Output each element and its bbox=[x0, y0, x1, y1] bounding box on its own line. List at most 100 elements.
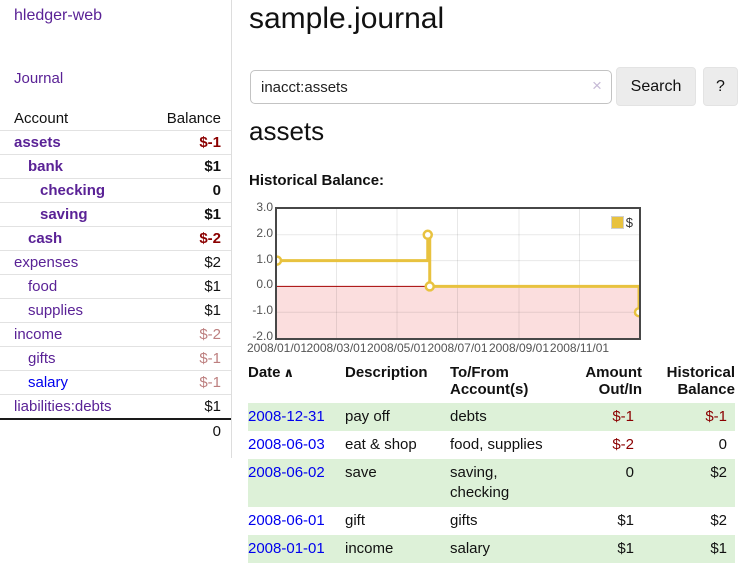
clear-search-icon[interactable]: × bbox=[592, 76, 602, 95]
transaction-amount: $1 bbox=[617, 512, 634, 529]
account-row: checking 0 bbox=[0, 178, 231, 202]
transaction-row: 2008-06-02 save saving, checking 0 $2 bbox=[248, 459, 735, 507]
transaction-accounts: saving, checking bbox=[450, 464, 510, 501]
transaction-date-link[interactable]: 2008-06-01 bbox=[248, 512, 325, 529]
page-title: sample.journal bbox=[249, 2, 445, 35]
account-link[interactable]: income bbox=[14, 326, 63, 343]
account-balance: $1 bbox=[204, 398, 221, 415]
transaction-description: eat & shop bbox=[345, 436, 417, 453]
account-link[interactable]: checking bbox=[40, 182, 106, 199]
y-tick-label: -1.0 bbox=[252, 303, 273, 318]
account-balance: 0 bbox=[212, 182, 221, 199]
y-tick-label: 3.0 bbox=[256, 200, 273, 214]
help-button[interactable]: ? bbox=[703, 67, 738, 106]
account-link[interactable]: bank bbox=[28, 158, 64, 175]
transaction-balance: $-1 bbox=[705, 408, 727, 425]
transaction-balance: 0 bbox=[718, 436, 727, 453]
legend-swatch-icon bbox=[610, 216, 624, 229]
transaction-accounts: food, supplies bbox=[450, 436, 543, 453]
transaction-date-cell: 2008-06-03 bbox=[248, 431, 345, 459]
header-line: Date ∧ bbox=[248, 364, 295, 381]
account-row: salary $-1 bbox=[0, 370, 231, 394]
search-button[interactable]: Search bbox=[616, 67, 696, 106]
account-row: food $1 bbox=[0, 274, 231, 298]
chart-canvas bbox=[277, 209, 639, 338]
sort-asc-icon: ∧ bbox=[283, 365, 295, 380]
accounts-table-header: Account Balance bbox=[0, 106, 231, 130]
account-row: liabilities:debts $1 bbox=[0, 394, 231, 418]
transaction-row: 2008-01-01 income salary $1 $1 bbox=[248, 535, 735, 563]
transaction-date-link[interactable]: 2008-06-03 bbox=[248, 436, 325, 453]
account-link[interactable]: cash bbox=[28, 230, 63, 247]
transaction-description: pay off bbox=[345, 408, 390, 425]
account-column-header: Account bbox=[14, 109, 69, 127]
account-balance: $-1 bbox=[199, 374, 221, 391]
search-input[interactable] bbox=[250, 70, 612, 104]
account-balance: $1 bbox=[204, 158, 221, 175]
account-link[interactable]: assets bbox=[14, 134, 61, 151]
transaction-date-cell: 2008-06-01 bbox=[248, 507, 345, 535]
account-row: gifts $-1 bbox=[0, 346, 231, 370]
transaction-balance: $2 bbox=[710, 512, 727, 529]
register-column-header: To/From Account(s) bbox=[450, 364, 565, 398]
header-line: Out/In bbox=[598, 381, 642, 398]
account-balance: $-1 bbox=[199, 134, 221, 151]
transaction-accounts: salary bbox=[450, 540, 491, 557]
account-balance: $1 bbox=[204, 302, 221, 319]
sidebar-item-journal[interactable]: Journal bbox=[14, 70, 64, 87]
account-link[interactable]: saving bbox=[40, 206, 88, 223]
x-tick-label: 2008/11/01 bbox=[549, 341, 610, 355]
sidebar: hledger-web Journal Account Balance asse… bbox=[0, 0, 232, 458]
accounts-total-row: 0 bbox=[0, 418, 231, 442]
transaction-accounts: debts bbox=[450, 408, 487, 425]
account-link[interactable]: liabilities:debts bbox=[14, 398, 112, 415]
account-balance: $1 bbox=[204, 278, 221, 295]
y-tick-label: 1.0 bbox=[256, 251, 273, 266]
header-line: Account(s) bbox=[450, 381, 529, 398]
x-tick-label: 2008/09/01 bbox=[488, 341, 550, 355]
transaction-accounts: gifts bbox=[450, 512, 478, 529]
transaction-date-link[interactable]: 2008-06-02 bbox=[248, 464, 325, 481]
transaction-description: gift bbox=[345, 512, 366, 529]
register-header-row: Date ∧ Description To/From Account(s) Amount O… bbox=[248, 364, 735, 398]
account-link[interactable]: food bbox=[28, 278, 58, 295]
transaction-date-link[interactable]: 2008-12-31 bbox=[248, 408, 325, 425]
register-column-header: Amount Out/In bbox=[565, 364, 642, 398]
account-row: income $-2 bbox=[0, 322, 231, 346]
y-tick-label: -2.0 bbox=[252, 329, 273, 343]
historical-balance-chart: 3.0 2.0 1.0 0.0 -1.0 -2.0 $ 2008/01/01 2008/03… bbox=[247, 200, 742, 360]
transaction-amount: 0 bbox=[625, 464, 634, 481]
accounts-table: Account Balance assets $-1 bank $1 checking 0… bbox=[0, 106, 231, 442]
register-table: Date ∧ Description To/From Account(s) Amount O… bbox=[248, 364, 735, 563]
transaction-row: 2008-06-01 gift gifts $1 $2 bbox=[248, 507, 735, 535]
account-row: bank $1 bbox=[0, 154, 231, 178]
transaction-amount: $1 bbox=[617, 540, 634, 557]
account-rows: assets $-1 bank $1 checking 0 saving $1 cash $-2 e… bbox=[0, 130, 231, 418]
transaction-description: income bbox=[345, 540, 394, 557]
data-point-marker bbox=[422, 229, 434, 241]
chart-title: Historical Balance: bbox=[249, 172, 385, 189]
y-tick-label: 2.0 bbox=[256, 225, 273, 240]
transaction-balance: $2 bbox=[710, 464, 727, 481]
transaction-description: save bbox=[345, 464, 377, 481]
register-column-header: Description bbox=[345, 364, 450, 398]
account-balance: $-1 bbox=[199, 350, 221, 367]
transaction-row: 2008-06-03 eat & shop food, supplies $-2 0 bbox=[248, 431, 735, 459]
account-row: expenses $2 bbox=[0, 250, 231, 274]
y-tick-label: 0.0 bbox=[256, 277, 273, 292]
brand-link[interactable]: hledger-web bbox=[14, 7, 103, 24]
account-balance: $-2 bbox=[199, 230, 221, 247]
data-point-marker bbox=[277, 255, 283, 266]
transaction-date-cell: 2008-06-02 bbox=[248, 459, 345, 507]
transaction-date-link[interactable]: 2008-01-01 bbox=[248, 540, 325, 557]
transaction-date-cell: 2008-01-01 bbox=[248, 535, 345, 563]
account-link[interactable]: supplies bbox=[28, 302, 84, 319]
account-balance: $-2 bbox=[199, 326, 221, 343]
header-line: To/From bbox=[450, 364, 509, 381]
account-link[interactable]: expenses bbox=[14, 254, 79, 271]
account-link[interactable]: salary bbox=[28, 374, 69, 391]
register-column-header[interactable]: Date ∧ bbox=[248, 364, 345, 398]
x-tick-label: 2008/07/01 bbox=[427, 341, 488, 355]
account-link[interactable]: gifts bbox=[28, 350, 56, 367]
